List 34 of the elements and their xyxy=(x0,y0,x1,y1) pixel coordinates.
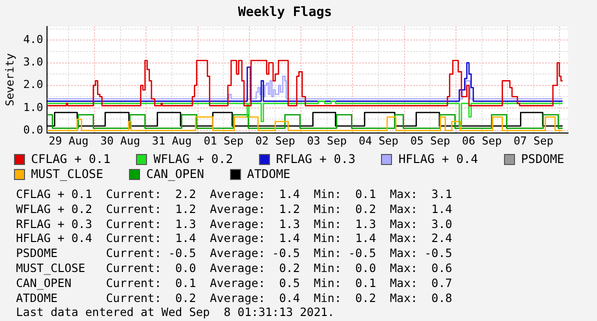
legend-label: WFLAG + 0.2 xyxy=(152,152,233,166)
text: CAN_OPEN Current: 0.1 Average: 0.5 Min: 0.1 Max: 0.7 xyxy=(16,276,454,291)
x-tick-label: 05 Sep xyxy=(410,134,450,148)
x-tick-label: 04 Sep xyxy=(358,134,398,148)
x-tick-label: 01 Sep xyxy=(204,134,244,148)
x-tick-label: 30 Aug xyxy=(100,134,140,148)
y-tick-label: 0.0 xyxy=(23,123,44,136)
text: PSDOME Current: -0.5 Average: -0.5 Min: -0.5 Max: -0.5 xyxy=(16,246,454,261)
text: Last data entered at Wed Sep 8 01:31:13 2021. xyxy=(16,305,336,320)
x-tick-label: 03 Sep xyxy=(307,134,347,148)
y-tick-label: 4.0 xyxy=(23,33,44,46)
legend-label: ATDOME xyxy=(246,167,290,181)
x-tick-label: 29 Aug xyxy=(48,134,88,148)
chart-title: Weekly Flags xyxy=(238,5,332,20)
legend-label: MUST_CLOSE xyxy=(30,167,104,181)
legend-label: RFLAG + 0.3 xyxy=(274,152,356,166)
x-tick-label: 31 Aug xyxy=(152,134,192,148)
text: CFLAG + 0.1 Current: 2.2 Average: 1.4 Min: 0.1 Max: 3.1 xyxy=(16,187,454,202)
text: HFLAG + 0.4 Current: 1.4 Average: 1.4 Min: 1.4 Max: 2.4 xyxy=(16,231,454,246)
y-tick-label: 1.0 xyxy=(23,100,44,114)
y-tick-label: 2.0 xyxy=(23,78,44,92)
legend-label: CAN_OPEN xyxy=(145,167,204,181)
y-axis-title: Severity xyxy=(3,52,16,106)
text: ATDOME Current: 0.2 Average: 0.4 Min: 0.2 Max: 0.8 xyxy=(16,290,454,306)
x-tick-label: 06 Sep xyxy=(462,134,502,148)
legend-label: HFLAG + 0.4 xyxy=(397,152,478,166)
text: MUST_CLOSE Current: 0.0 Average: 0.2 Min: 0.0 Max: 0.6 xyxy=(16,260,454,276)
x-tick-label: 02 Sep xyxy=(255,134,296,148)
y-tick-label: 3.0 xyxy=(23,56,44,69)
legend-label: PSDOME xyxy=(520,152,564,166)
x-tick-label: 07 Sep xyxy=(514,134,554,148)
legend-label: CFLAG + 0.1 xyxy=(30,152,110,166)
text: RFLAG + 0.3 Current: 1.3 Average: 1.3 Min: 1.3 Max: 3.0 xyxy=(16,216,454,232)
text: WFLAG + 0.2 Current: 1.2 Average: 1.2 Min: 0.2 Max: 1.4 xyxy=(16,202,454,217)
